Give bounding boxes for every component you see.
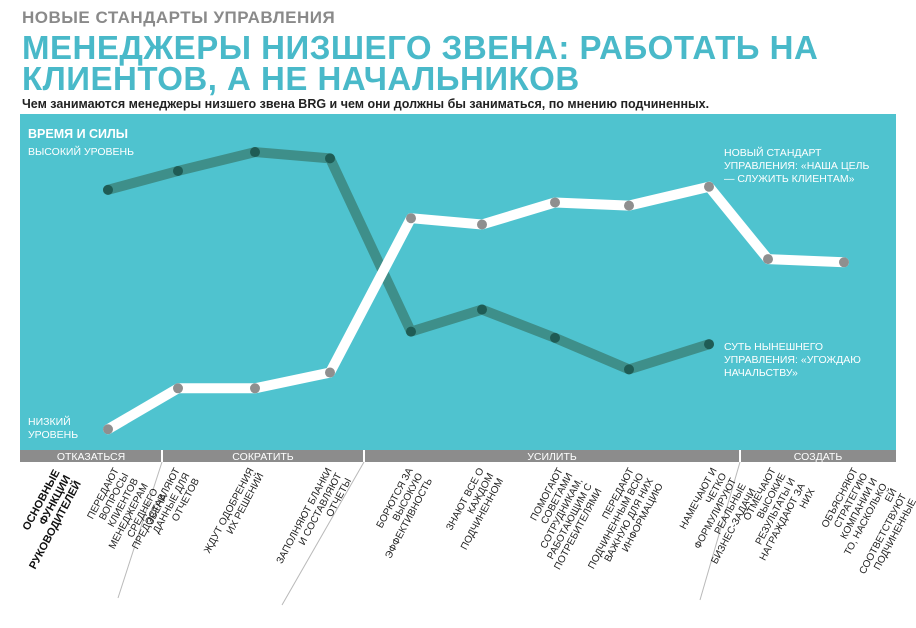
svg-text:ЖДУТ ОДОБРЕНИЯ: ЖДУТ ОДОБРЕНИЯ — [202, 466, 256, 555]
data-point-current — [250, 147, 260, 158]
y-axis-title: ВРЕМЯ И СИЛЫ — [28, 127, 128, 141]
svg-text:ЗАПОЛНЯЮТ БЛАНКИ: ЗАПОЛНЯЮТ БЛАНКИ — [275, 466, 335, 566]
data-point-new — [624, 200, 634, 211]
data-point-new — [550, 197, 560, 208]
series-label-current: СУТЬ НЫНЕШНЕГО УПРАВЛЕНИЯ: «УГОЖДАЮ НАЧАЛЬ… — [724, 341, 861, 379]
y-low-label: НИЗКИЙ — [28, 415, 71, 428]
data-point-new — [173, 383, 183, 394]
data-point-current — [406, 326, 416, 337]
data-point-new — [103, 424, 113, 435]
x-tick-label: ПЕРЕДАЮТВОПРОСЫКЛИЕНТОВМЕНЕДЖЕРАМСРЕДНЕГ… — [86, 466, 171, 551]
data-point-new — [477, 219, 487, 230]
y-low-label: УРОВЕНЬ — [28, 429, 78, 441]
data-point-new — [406, 213, 416, 224]
page-title: МЕНЕДЖЕРЫ НИЗШЕГО ЗВЕНА: РАБОТАТЬ НА КЛИ… — [22, 29, 819, 97]
group-divider — [699, 461, 741, 601]
data-point-new — [325, 367, 335, 378]
group-label: УСИЛИТЬ — [527, 451, 577, 463]
data-point-current — [550, 332, 560, 343]
data-point-current — [103, 184, 113, 195]
data-point-current — [704, 339, 714, 350]
data-point-new — [250, 383, 260, 394]
data-point-new — [763, 254, 773, 265]
group-label: СОЗДАТЬ — [794, 451, 843, 463]
group-band — [20, 450, 896, 462]
group-label: СОКРАТИТЬ — [232, 451, 293, 463]
data-point-current — [624, 364, 634, 375]
group-label: ОТКАЗАТЬСЯ — [57, 451, 125, 463]
chart-subtitle: Чем занимаются менеджеры низшего звена B… — [22, 97, 710, 111]
data-point-current — [325, 153, 335, 164]
data-point-current — [477, 304, 487, 315]
series-label-new: НОВЫЙ СТАНДАРТ УПРАВЛЕНИЯ: «НАША ЦЕЛЬ — СЛ… — [724, 146, 869, 185]
data-point-current — [173, 165, 183, 176]
data-point-new — [839, 257, 849, 268]
y-high-label: ВЫСОКИЙ УРОВЕНЬ — [28, 145, 134, 158]
kicker-heading: НОВЫЕ СТАНДАРТЫ УПРАВЛЕНИЯ — [22, 8, 336, 27]
group-divider — [117, 461, 163, 599]
group-divider — [281, 461, 365, 606]
data-point-new — [704, 181, 714, 192]
